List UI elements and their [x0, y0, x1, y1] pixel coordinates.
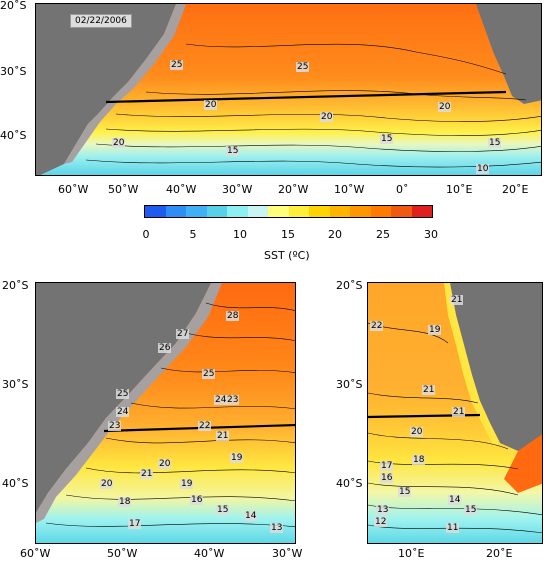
top-sst-map-graphic — [36, 4, 541, 175]
contour-label: 17 — [380, 461, 394, 471]
contour-label: 19 — [230, 453, 244, 463]
lon-label: 50˚W — [107, 547, 138, 560]
contour-label: 15 — [398, 487, 412, 497]
contour-label: 20 — [204, 100, 218, 110]
contour-label: 22 — [198, 421, 212, 431]
lat-label: 40˚S — [2, 477, 29, 490]
contour-label: 20 — [158, 459, 172, 469]
contour-label: 20 — [320, 112, 334, 122]
contour-label: 20 — [438, 102, 452, 112]
contour-label: 19 — [180, 479, 194, 489]
contour-label: 20 — [100, 479, 114, 489]
lon-label: 20˚W — [278, 183, 309, 196]
lon-label: 30˚W — [272, 547, 303, 560]
lon-label: 0˚ — [396, 183, 409, 196]
colorbar-tick: 15 — [281, 228, 295, 241]
bottom-left-sst-map: 28 27 26 25 25 24 24 23 23 22 21 21 20 2… — [35, 282, 296, 544]
colorbar-title: SST (ºC) — [264, 249, 310, 262]
lat-label: 30˚S — [336, 378, 363, 391]
bottom-right-sst-map: 21 22 19 21 21 20 18 17 16 15 14 13 12 1… — [367, 282, 543, 544]
contour-label: 24 — [214, 395, 228, 405]
lon-label: 20˚E — [486, 547, 513, 560]
contour-label: 24 — [116, 407, 130, 417]
colorbar-tick: 20 — [328, 228, 342, 241]
contour-label: 28 — [226, 311, 240, 321]
contour-label: 27 — [176, 329, 190, 339]
lon-label: 10˚E — [398, 547, 425, 560]
contour-label: 25 — [202, 369, 216, 379]
lon-label: 40˚W — [166, 183, 197, 196]
colorbar-tick: 0 — [142, 228, 150, 241]
contour-label: 15 — [216, 505, 230, 515]
contour-label: 18 — [118, 497, 132, 507]
colorbar — [144, 205, 433, 218]
contour-label: 25 — [170, 60, 184, 70]
africa-land — [450, 283, 542, 451]
contour-label: 13 — [270, 523, 284, 533]
lat-label: 40˚S — [336, 477, 363, 490]
section-line — [105, 90, 507, 104]
contour-label: 25 — [116, 389, 130, 399]
lon-label: 50˚W — [108, 183, 139, 196]
contour-label: 15 — [226, 146, 240, 156]
contour-label: 23 — [226, 395, 240, 405]
bottom-left-sst-map-graphic — [36, 283, 295, 543]
contour-label: 12 — [374, 517, 388, 527]
contour-label: 20 — [112, 138, 126, 148]
colorbar-tick: 10 — [233, 228, 247, 241]
contour-label: 11 — [446, 523, 460, 533]
contour-label: 15 — [488, 138, 502, 148]
lat-label: 30˚S — [0, 65, 27, 78]
contour-label: 23 — [108, 421, 122, 431]
lat-label: 20˚S — [336, 279, 363, 292]
contour-label: 21 — [452, 407, 466, 417]
lat-label: 20˚S — [0, 0, 27, 12]
lat-label: 30˚S — [2, 378, 29, 391]
lat-label: 40˚S — [0, 129, 27, 142]
lon-label: 10˚W — [334, 183, 365, 196]
lon-label: 60˚W — [20, 547, 51, 560]
contour-label: 14 — [448, 495, 462, 505]
contour-label: 25 — [296, 62, 310, 72]
colorbar-tick: 30 — [424, 228, 438, 241]
contour-label: 16 — [380, 473, 394, 483]
lon-label: 20˚E — [502, 183, 529, 196]
lon-label: 30˚W — [222, 183, 253, 196]
contour-label: 19 — [428, 325, 442, 335]
contour-label: 20 — [410, 427, 424, 437]
contour-label: 22 — [370, 321, 384, 331]
contour-label: 10 — [476, 164, 490, 174]
contour-label: 16 — [190, 495, 204, 505]
contour-label: 18 — [412, 455, 426, 465]
colorbar-tick: 25 — [376, 228, 390, 241]
contour-label: 14 — [244, 511, 258, 521]
south-america-land — [36, 4, 176, 175]
lon-label: 40˚W — [194, 547, 225, 560]
contour-label: 21 — [422, 385, 436, 395]
lat-label: 20˚S — [2, 279, 29, 292]
contour-label: 21 — [216, 431, 230, 441]
top-sst-map: 02/22/2006 25 25 20 20 20 15 15 15 20 10 — [35, 3, 542, 176]
colorbar-tick: 5 — [189, 228, 197, 241]
lon-label: 10˚E — [446, 183, 473, 196]
contour-label: 15 — [380, 134, 394, 144]
contour-label: 13 — [376, 505, 390, 515]
africa-land — [476, 4, 541, 104]
lon-label: 60˚W — [58, 183, 89, 196]
contour-label: 26 — [158, 343, 172, 353]
contour-label: 17 — [128, 519, 142, 529]
contour-label: 21 — [450, 295, 464, 305]
contour-label: 21 — [140, 469, 154, 479]
date-label: 02/22/2006 — [70, 14, 132, 28]
contour-label: 15 — [464, 505, 478, 515]
